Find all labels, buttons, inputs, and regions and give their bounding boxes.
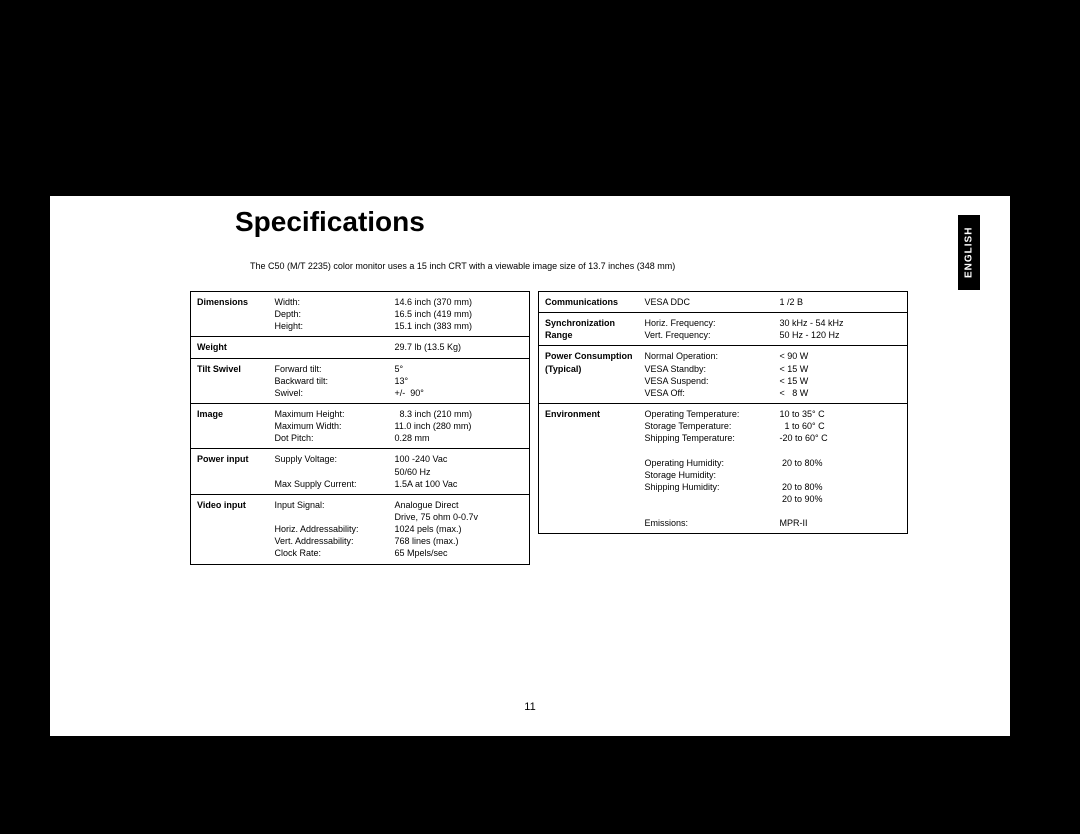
table-row: Weight 29.7 lb (13.5 Kg) [191,337,530,358]
row-header: Weight [191,337,269,358]
document-page: Specifications The C50 (M/T 2235) color … [50,196,1010,736]
row-values: 5° 13° +/- 90° [389,358,530,403]
page-title: Specifications [235,206,425,238]
spec-table-left: DimensionsWidth: Depth: Height:14.6 inch… [190,291,530,565]
table-row: Power inputSupply Voltage: Max Supply Cu… [191,449,530,494]
spec-table-right-body: CommunicationsVESA DDC1 /2 BSynchronizat… [539,292,908,534]
row-labels: Width: Depth: Height: [269,292,389,337]
row-values: 14.6 inch (370 mm) 16.5 inch (419 mm) 15… [389,292,530,337]
row-header: Dimensions [191,292,269,337]
row-header: Synchronization Range [539,313,639,346]
row-labels: Supply Voltage: Max Supply Current: [269,449,389,494]
row-header: Tilt Swivel [191,358,269,403]
spec-table-left-body: DimensionsWidth: Depth: Height:14.6 inch… [191,292,530,565]
page-subtitle: The C50 (M/T 2235) color monitor uses a … [250,261,675,271]
page-number: 11 [50,701,1010,713]
table-row: Synchronization RangeHoriz. Frequency: V… [539,313,908,346]
language-tab: ENGLISH [958,215,980,290]
row-values: 1 /2 B [774,292,908,313]
row-values: 8.3 inch (210 mm) 11.0 inch (280 mm) 0.2… [389,403,530,448]
table-row: CommunicationsVESA DDC1 /2 B [539,292,908,313]
spec-table-right: CommunicationsVESA DDC1 /2 BSynchronizat… [538,291,908,534]
row-values: < 90 W < 15 W < 15 W < 8 W [774,346,908,404]
row-header: Video input [191,494,269,564]
row-labels: Operating Temperature: Storage Temperatu… [639,403,774,533]
table-row: Tilt SwivelForward tilt: Backward tilt: … [191,358,530,403]
row-values: 10 to 35° C 1 to 60° C -20 to 60° C 20 t… [774,403,908,533]
row-values: 29.7 lb (13.5 Kg) [389,337,530,358]
row-header: Power input [191,449,269,494]
row-labels: Horiz. Frequency: Vert. Frequency: [639,313,774,346]
row-header: Image [191,403,269,448]
table-row: EnvironmentOperating Temperature: Storag… [539,403,908,533]
row-labels: Input Signal: Horiz. Addressability: Ver… [269,494,389,564]
row-labels: Forward tilt: Backward tilt: Swivel: [269,358,389,403]
row-labels [269,337,389,358]
row-values: 30 kHz - 54 kHz 50 Hz - 120 Hz [774,313,908,346]
table-row: Power Consumption (Typical)Normal Operat… [539,346,908,404]
row-labels: VESA DDC [639,292,774,313]
table-row: ImageMaximum Height: Maximum Width: Dot … [191,403,530,448]
row-header: Communications [539,292,639,313]
row-header: Power Consumption (Typical) [539,346,639,404]
row-labels: Normal Operation: VESA Standby: VESA Sus… [639,346,774,404]
table-row: Video inputInput Signal: Horiz. Addressa… [191,494,530,564]
table-row: DimensionsWidth: Depth: Height:14.6 inch… [191,292,530,337]
row-values: Analogue Direct Drive, 75 ohm 0-0.7v 102… [389,494,530,564]
row-labels: Maximum Height: Maximum Width: Dot Pitch… [269,403,389,448]
row-header: Environment [539,403,639,533]
row-values: 100 -240 Vac 50/60 Hz 1.5A at 100 Vac [389,449,530,494]
